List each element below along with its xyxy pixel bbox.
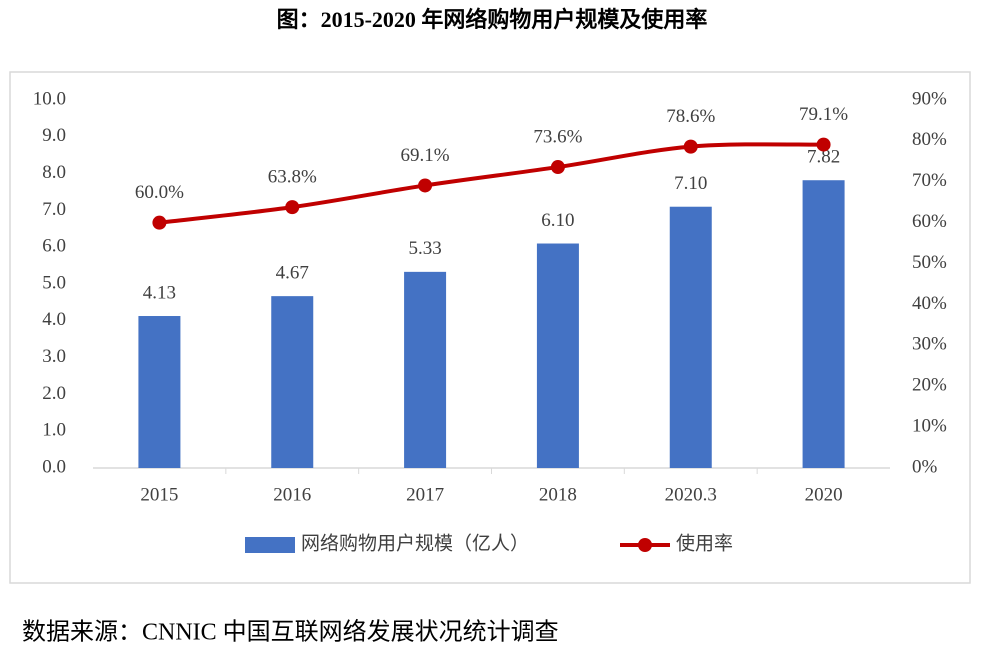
x-tick-label: 2020 bbox=[805, 484, 843, 505]
bar bbox=[669, 206, 712, 468]
y2-tick-label: 60% bbox=[912, 211, 947, 232]
y-tick-label: 0.0 bbox=[42, 456, 66, 477]
y-tick-label: 3.0 bbox=[42, 346, 66, 367]
bar-value-label: 4.13 bbox=[143, 282, 176, 303]
x-tick-label: 2016 bbox=[273, 484, 311, 505]
line-marker bbox=[683, 139, 698, 154]
bar bbox=[536, 243, 579, 468]
y-tick-label: 9.0 bbox=[42, 125, 66, 146]
y-tick-label: 4.0 bbox=[42, 309, 66, 330]
y-tick-label: 8.0 bbox=[42, 162, 66, 183]
y-tick-label: 2.0 bbox=[42, 383, 66, 404]
line-value-label: 69.1% bbox=[401, 145, 450, 166]
line-marker bbox=[285, 200, 300, 215]
legend-marker bbox=[638, 538, 652, 552]
legend-swatch bbox=[245, 537, 295, 553]
legend-label: 使用率 bbox=[676, 532, 733, 554]
line-value-label: 79.1% bbox=[799, 104, 848, 125]
y-tick-label: 6.0 bbox=[42, 236, 66, 257]
bar-value-label: 7.82 bbox=[807, 147, 840, 168]
y2-tick-label: 80% bbox=[912, 129, 947, 150]
source: 数据来源：CNNIC 中国互联网络发展状况统计调查 bbox=[22, 619, 559, 646]
x-tick-label: 2020.3 bbox=[665, 484, 717, 505]
y-tick-label: 1.0 bbox=[42, 420, 66, 441]
line-value-label: 78.6% bbox=[666, 106, 715, 127]
line bbox=[159, 142, 824, 225]
legend-label: 网络购物用户规模（亿人） bbox=[301, 532, 529, 554]
y2-tick-label: 50% bbox=[912, 252, 947, 273]
y-tick-label: 7.0 bbox=[42, 199, 66, 220]
bar-value-label: 4.67 bbox=[276, 263, 309, 284]
chart-title: 图：2015-2020 年网络购物用户规模及使用率 bbox=[277, 7, 708, 32]
x-tick-label: 2015 bbox=[140, 484, 178, 505]
x-tick-label: 2017 bbox=[406, 484, 444, 505]
bar bbox=[802, 180, 845, 468]
bar bbox=[271, 296, 314, 468]
y2-tick-label: 0% bbox=[912, 456, 938, 477]
line-value-label: 73.6% bbox=[533, 126, 582, 147]
y2-tick-label: 10% bbox=[912, 415, 947, 436]
y2-tick-label: 40% bbox=[912, 293, 947, 314]
y-tick-label: 5.0 bbox=[42, 272, 66, 293]
bar-value-label: 5.33 bbox=[408, 238, 441, 259]
line-value-label: 60.0% bbox=[135, 182, 184, 203]
line-marker bbox=[418, 178, 433, 193]
y-tick-label: 10.0 bbox=[33, 88, 66, 109]
line-value-label: 63.8% bbox=[268, 166, 317, 187]
line-marker bbox=[152, 215, 167, 230]
bar bbox=[138, 316, 181, 468]
x-tick-label: 2018 bbox=[539, 484, 577, 505]
y2-tick-label: 20% bbox=[912, 375, 947, 396]
chart-frame bbox=[9, 71, 971, 584]
line-marker bbox=[550, 160, 565, 175]
bar bbox=[404, 271, 447, 468]
bar-value-label: 6.10 bbox=[541, 210, 574, 231]
y2-tick-label: 30% bbox=[912, 334, 947, 355]
y2-tick-label: 90% bbox=[912, 88, 947, 109]
bar-value-label: 7.10 bbox=[674, 173, 707, 194]
y2-tick-label: 70% bbox=[912, 170, 947, 191]
line-marker bbox=[816, 137, 831, 152]
